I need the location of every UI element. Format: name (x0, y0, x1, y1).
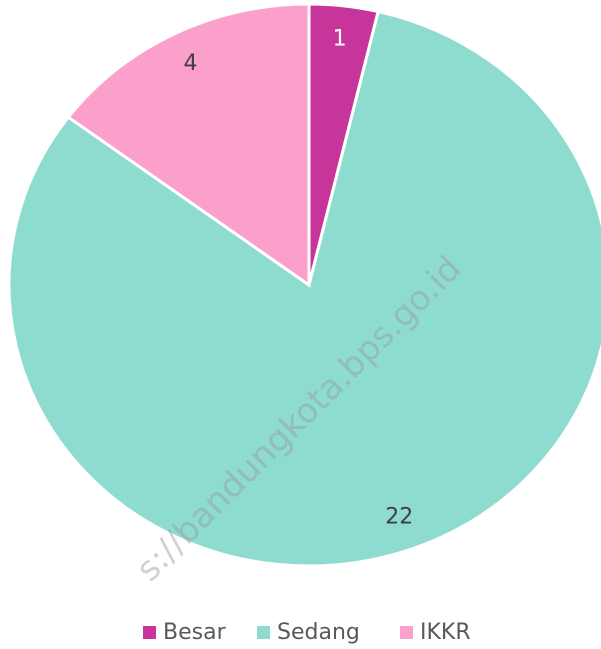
legend-swatch (143, 626, 156, 639)
legend-label: Sedang (277, 620, 360, 645)
legend-swatch (400, 626, 413, 639)
pie-slice (7, 9, 601, 568)
data-label: 22 (385, 504, 413, 529)
legend-label: IKKR (420, 620, 471, 645)
legend-label: Besar (163, 620, 227, 645)
data-label: 4 (184, 51, 198, 76)
legend-swatch (257, 626, 270, 639)
pie-slice (66, 2, 311, 288)
data-label: 1 (333, 26, 347, 51)
